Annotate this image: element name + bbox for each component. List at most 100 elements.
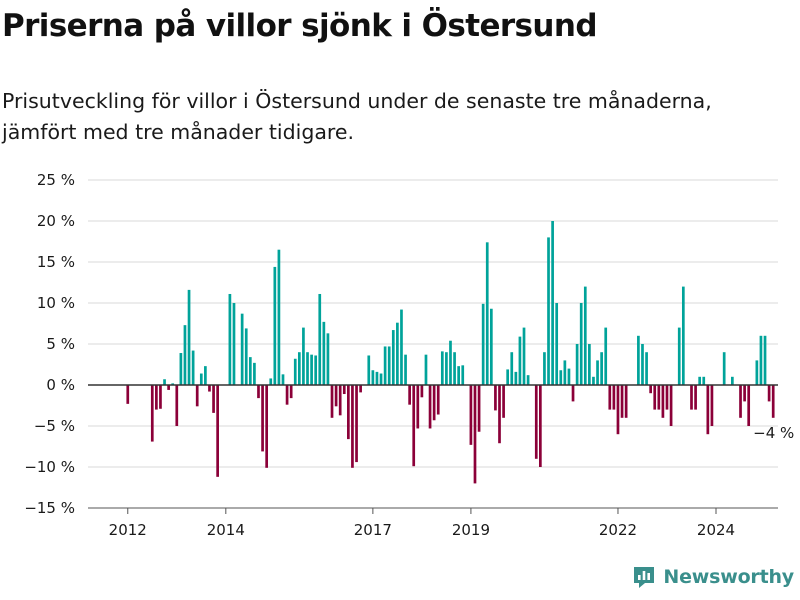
bar [485, 242, 489, 385]
bar [396, 322, 399, 385]
bar [445, 352, 448, 385]
bar [387, 346, 391, 385]
bar [612, 385, 616, 410]
bar [310, 354, 313, 385]
bar [559, 370, 563, 385]
bar [159, 385, 162, 409]
bar [232, 303, 236, 385]
bar [747, 385, 751, 426]
bar [645, 352, 648, 385]
bar [522, 327, 526, 385]
bar [755, 360, 759, 385]
bar [771, 385, 775, 418]
bar [436, 385, 440, 415]
bar [375, 371, 379, 385]
bar [412, 385, 416, 467]
bar [334, 385, 338, 407]
y-tick-label: 5 % [46, 335, 75, 353]
bar [265, 385, 269, 468]
bar [575, 344, 579, 385]
bar [281, 374, 285, 385]
bar [583, 286, 587, 385]
bar [314, 355, 318, 385]
bar [543, 352, 546, 385]
bar [322, 321, 326, 385]
bar [763, 335, 767, 385]
bar [163, 379, 166, 385]
y-tick-label: 25 % [37, 171, 75, 189]
bar [195, 385, 199, 407]
bar [600, 352, 603, 385]
bar [244, 328, 248, 385]
bar [277, 249, 281, 385]
bar [367, 355, 371, 385]
bar [248, 357, 252, 385]
bar-chart-logo-icon [634, 567, 655, 588]
bar [306, 352, 309, 385]
bar [514, 371, 518, 385]
bar [489, 308, 493, 385]
bar [228, 293, 232, 385]
newsworthy-logo: Newsworthy [631, 562, 794, 592]
bar [171, 383, 175, 385]
y-tick-label: −10 % [24, 458, 75, 476]
bar [641, 344, 644, 385]
bar [457, 366, 460, 385]
bar [653, 385, 657, 410]
bar [383, 346, 387, 385]
x-tick-label: 2022 [599, 521, 637, 539]
bar [440, 351, 444, 385]
bar-chart: −15 % −10 % −5 % 0 % 5 % 10 % 15 % 20 % 25 % 201… [24, 171, 794, 539]
bar [694, 385, 697, 410]
bar [428, 385, 432, 429]
bar [518, 336, 522, 385]
bar [424, 354, 428, 385]
bar [216, 385, 219, 477]
bar [285, 385, 289, 405]
bar [408, 385, 411, 405]
bar [539, 385, 542, 467]
bar [555, 303, 559, 385]
bar [681, 286, 685, 385]
y-tick-label: 10 % [37, 294, 75, 312]
bar [592, 376, 595, 385]
bar [289, 385, 293, 399]
bar [302, 327, 305, 385]
bar [212, 385, 215, 413]
bar [453, 352, 456, 385]
bar [273, 266, 277, 385]
bar [167, 385, 170, 390]
bar [506, 369, 510, 385]
bar [579, 303, 583, 385]
chart-title: Priserna på villor sjönk i Östersund [2, 8, 598, 44]
bar [661, 385, 665, 418]
bar [330, 385, 334, 418]
bar [179, 353, 183, 385]
bar [494, 385, 497, 411]
bar [199, 373, 203, 385]
bar [698, 376, 702, 385]
bar [767, 385, 771, 402]
bar [739, 385, 742, 418]
x-tick-label: 2019 [452, 521, 490, 539]
bar [690, 385, 693, 410]
bar [449, 340, 452, 385]
bar [702, 376, 706, 385]
bar [637, 335, 640, 385]
bar [461, 365, 465, 385]
bar [187, 289, 191, 385]
bar [604, 327, 608, 385]
bar [371, 370, 375, 385]
bar [649, 385, 652, 394]
bar [391, 330, 395, 385]
chart-subtitle: Prisutveckling för villor i Östersund un… [2, 89, 712, 144]
bar [359, 385, 362, 393]
bar [722, 352, 726, 385]
bar [318, 293, 322, 385]
bar [155, 385, 158, 410]
bar [257, 385, 260, 399]
y-tick-label: 0 % [46, 376, 75, 394]
bar [502, 385, 505, 418]
bar [624, 385, 628, 418]
bar [473, 385, 477, 484]
